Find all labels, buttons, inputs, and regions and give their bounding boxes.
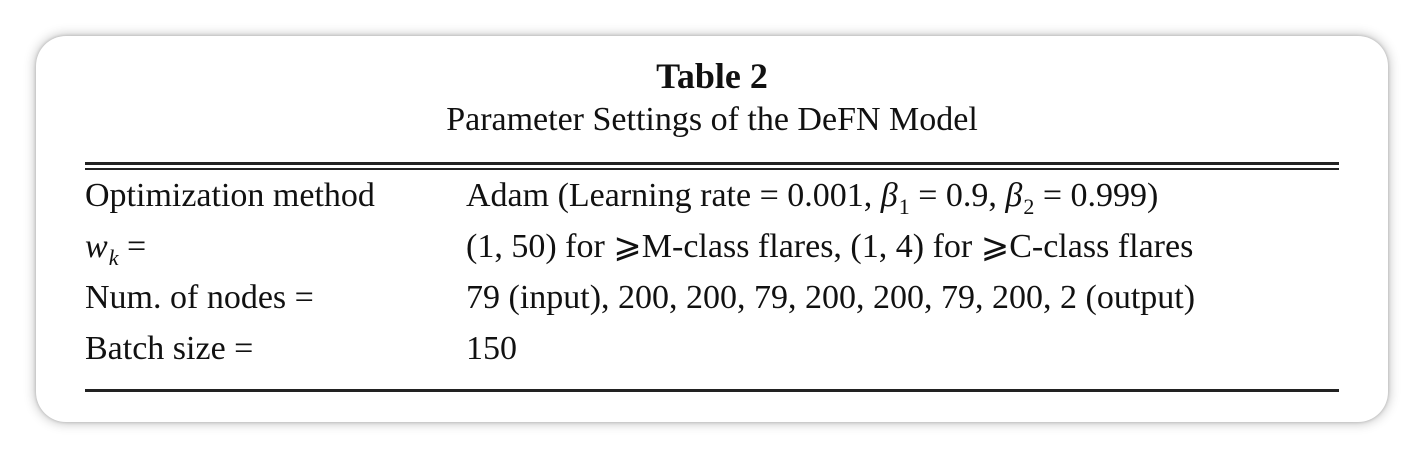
param-name: Batch size = — [85, 330, 254, 367]
param-value: Adam (Learning rate = 0.001, β1 = 0.9, β… — [466, 177, 1159, 219]
param-name: Optimization method — [85, 177, 375, 214]
table-card: Table 2 Parameter Settings of the DeFN M… — [36, 36, 1388, 422]
table-row: Num. of nodes = 79 (input), 200, 200, 79… — [85, 274, 1339, 322]
param-name: Num. of nodes = — [85, 279, 314, 316]
beta2-symbol: β — [1005, 177, 1023, 214]
table-bottom-rule — [85, 389, 1339, 392]
table-top-rule-inner — [85, 168, 1339, 170]
param-value: 150 — [466, 330, 517, 367]
param-value: (1, 50) for ⩾M-class flares, (1, 4) for … — [466, 228, 1194, 265]
table-top-rule — [85, 162, 1339, 165]
table-row: Optimization method Adam (Learning rate … — [85, 172, 1339, 220]
param-name: wk = — [85, 228, 147, 270]
table-row: Batch size = 150 — [85, 325, 1339, 373]
table-title: Parameter Settings of the DeFN Model — [446, 101, 978, 138]
beta1-symbol: β — [880, 177, 898, 214]
param-value: 79 (input), 200, 200, 79, 200, 200, 79, … — [466, 279, 1196, 316]
table-label: Table 2 — [656, 56, 768, 96]
table-row: wk = (1, 50) for ⩾M-class flares, (1, 4)… — [85, 223, 1339, 271]
